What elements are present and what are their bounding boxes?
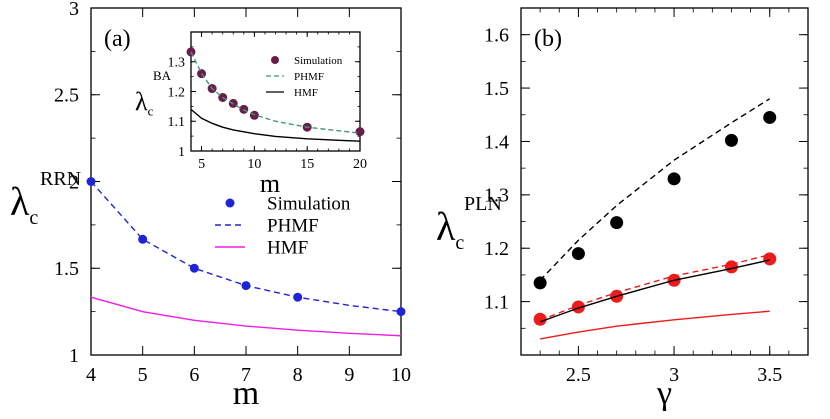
data-point-series-0 [763, 110, 777, 124]
x-tick-label: 6 [189, 364, 199, 386]
data-point-series-2 [763, 252, 777, 266]
data-point-series-0 [667, 172, 681, 186]
panel-label: (a) [104, 26, 131, 52]
x-axis-label: γ [656, 375, 672, 412]
x-tick-label: 3.5 [757, 364, 782, 386]
legend-label: Simulation [294, 55, 343, 67]
legend-label: PHMF [267, 216, 319, 237]
inset-x-axis-label: m [260, 169, 280, 198]
series-line-1 [539, 98, 771, 281]
inset-y-axis-label-sup: BA [153, 68, 172, 83]
y-tick-label: 1.6 [484, 24, 509, 46]
x-tick-label: 5 [138, 364, 148, 386]
y-tick-label: 1.3 [484, 185, 509, 207]
x-tick-label: 3 [669, 364, 679, 386]
series-line-1 [90, 181, 402, 313]
y-tick-label: 1 [69, 345, 79, 367]
y-tick-label: 1.4 [484, 131, 509, 153]
y-tick-label: 1 [178, 145, 185, 160]
data-point-series-0 [355, 127, 365, 137]
legend-label: HMF [267, 238, 308, 259]
legend-label: PHMF [294, 71, 324, 83]
y-tick-label: 1.2 [484, 238, 509, 260]
inset-y-axis-label: λc [135, 87, 154, 119]
series-line-3 [539, 253, 770, 321]
series-line-5 [540, 310, 770, 340]
series-line-1 [190, 51, 361, 134]
data-point-series-0 [724, 133, 738, 147]
y-tick-label: 2 [69, 171, 79, 193]
x-tick-label: 10 [391, 364, 411, 386]
y-axis-label-sup: PLN [464, 193, 502, 215]
series-line-2 [90, 296, 402, 337]
y-axis-label-sup: RRN [40, 168, 81, 190]
y-tick-label: 3 [69, 0, 79, 20]
data-point-series-0 [396, 307, 406, 317]
x-tick-label: 9 [344, 364, 354, 386]
y-tick-label: 2.5 [54, 85, 79, 107]
x-tick-label: 8 [293, 364, 303, 386]
legend-marker [225, 198, 235, 208]
y-tick-label: 1.1 [168, 115, 186, 130]
y-tick-label: 1.2 [168, 85, 186, 100]
x-tick-label: 20 [353, 157, 367, 172]
series-line-4 [539, 259, 770, 323]
x-tick-label: 5 [198, 157, 205, 172]
legend-marker [271, 56, 279, 64]
plot-frame [520, 7, 809, 356]
x-tick-label: 10 [247, 157, 261, 172]
panel-label: (b) [534, 26, 562, 52]
y-axis-label: λc [10, 179, 38, 229]
data-point-series-0 [571, 247, 585, 261]
panel-inset: 5 10 15 20 1 1.1 1.2 1.3 m λc BA Simulation PHMF HMF [135, 31, 367, 198]
data-point-series-0 [533, 276, 547, 290]
series-line-2 [190, 108, 361, 142]
legend-label: Simulation [267, 194, 351, 215]
data-point-series-0 [610, 216, 624, 230]
x-tick-label: 2.5 [566, 364, 591, 386]
data-point-series-2 [533, 312, 547, 326]
y-axis-label: λc [436, 204, 464, 254]
y-tick-label: 1.5 [484, 78, 509, 100]
y-tick-label: 1.5 [54, 258, 79, 280]
x-tick-label: 7 [241, 364, 251, 386]
x-axis-label: m [233, 375, 259, 412]
y-tick-label: 1.1 [484, 291, 509, 313]
x-tick-label: 4 [86, 364, 96, 386]
data-point-series-0 [189, 263, 199, 273]
x-tick-label: 15 [300, 157, 314, 172]
y-tick-label: 1.3 [168, 56, 186, 71]
legend-label: HMF [294, 87, 318, 99]
